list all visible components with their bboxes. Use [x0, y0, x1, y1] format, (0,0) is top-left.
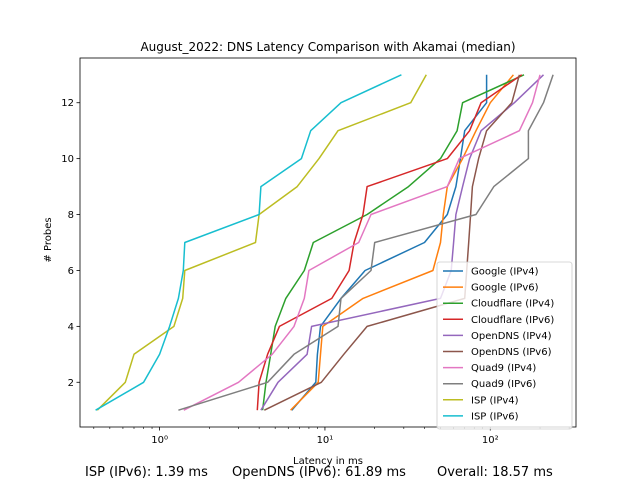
- x-axis-label: Latency in ms: [293, 456, 363, 467]
- y-axis-label: # Probes: [43, 217, 54, 262]
- series-line-cloudflare-ipv4: [261, 74, 525, 411]
- overall-median: Overall: 18.57 ms: [437, 465, 553, 480]
- legend-box: [436, 261, 573, 430]
- series-line-opendns-ipv4: [260, 74, 545, 411]
- isp-ipv6-median: ISP (IPv6): 1.39 ms: [85, 465, 208, 480]
- series-line-isp-ipv6: [95, 74, 402, 411]
- y-tick-label: 8: [68, 210, 74, 221]
- series-line-quad9-ipv6: [178, 74, 554, 411]
- opendns-ipv6-median: OpenDNS (IPv6): 61.89 ms: [232, 465, 406, 480]
- y-tick-label: 2: [68, 378, 74, 389]
- y-tick-label: 12: [61, 98, 74, 109]
- legend: Google (IPv4) Google (IPv6) Cloudflare (IP…: [436, 261, 573, 430]
- series-line-opendns-ipv6: [263, 74, 521, 411]
- series-line-google-ipv6: [290, 74, 514, 411]
- plot-area: 10⁰ 10¹ 10² 2 4 6 8 10 12: [61, 57, 577, 446]
- x-tick-label: 10²: [482, 435, 499, 446]
- y-tick-label: 6: [68, 266, 74, 277]
- legend-entry: Cloudflare (IPv4): [471, 299, 554, 310]
- legend-entry: ISP (IPv6): [471, 411, 519, 422]
- series-line-isp-ipv4: [96, 74, 427, 411]
- legend-entry: Cloudflare (IPv6): [471, 315, 554, 326]
- legend-entry: OpenDNS (IPv4): [471, 331, 552, 342]
- summary-footer: ISP (IPv6): 1.39 ms OpenDNS (IPv6): 61.8…: [0, 465, 640, 481]
- series-line-quad9-ipv4: [183, 74, 541, 411]
- series-line-cloudflare-ipv6: [256, 74, 523, 411]
- x-tick-label: 10⁰: [151, 435, 168, 446]
- axes-frame: [79, 57, 577, 428]
- legend-entry: OpenDNS (IPv6): [471, 347, 552, 358]
- legend-entry: Google (IPv6): [471, 283, 539, 294]
- chart-title: August_2022: DNS Latency Comparison with…: [140, 40, 515, 54]
- y-tick-label: 10: [61, 154, 74, 165]
- legend-entry: Quad9 (IPv6): [471, 379, 536, 390]
- legend-entry: Quad9 (IPv4): [471, 363, 536, 374]
- x-tick-label: 10¹: [317, 435, 334, 446]
- y-tick-label: 4: [68, 322, 74, 333]
- legend-entry: Google (IPv4): [471, 267, 539, 278]
- legend-entry: ISP (IPv4): [471, 395, 519, 406]
- series-line-google-ipv4: [291, 74, 488, 411]
